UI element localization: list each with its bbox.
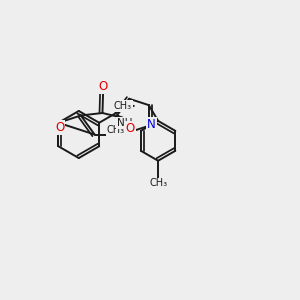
Text: CH₃: CH₃ (114, 101, 132, 111)
Text: O: O (98, 80, 108, 93)
Text: CH₃: CH₃ (107, 125, 125, 135)
Text: O: O (126, 122, 135, 135)
Text: N: N (147, 118, 156, 131)
Text: CH₃: CH₃ (149, 178, 167, 188)
Text: NH: NH (117, 118, 132, 128)
Text: O: O (55, 121, 64, 134)
